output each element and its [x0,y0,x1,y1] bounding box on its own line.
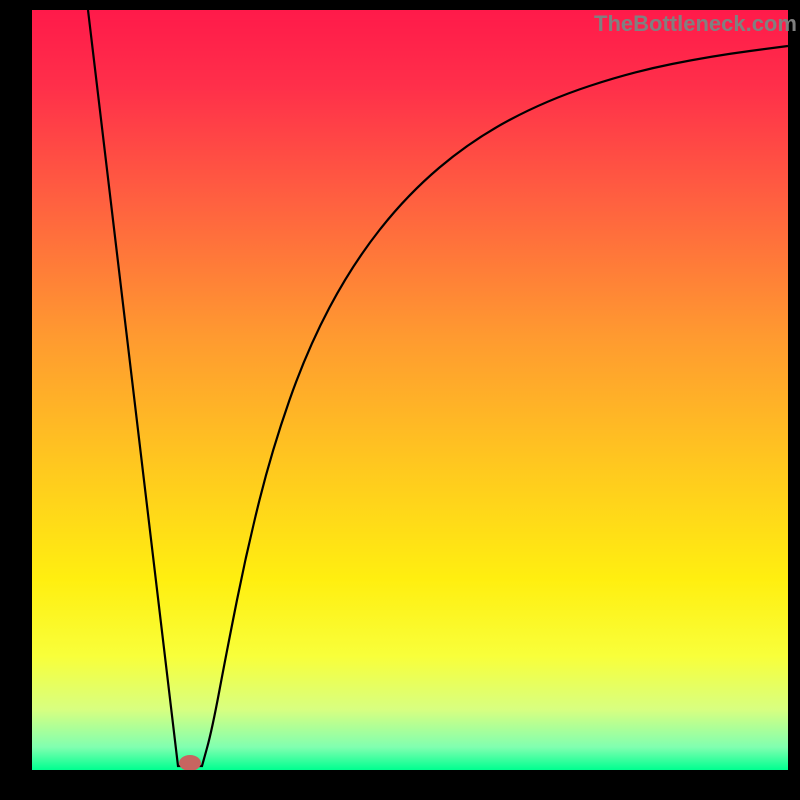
watermark-text: TheBottleneck.com [594,11,797,37]
optimum-marker [179,755,201,770]
plot-area [32,10,788,770]
curve-layer [32,10,788,770]
bottleneck-curve [88,10,788,766]
chart-container: TheBottleneck.com [0,0,800,800]
